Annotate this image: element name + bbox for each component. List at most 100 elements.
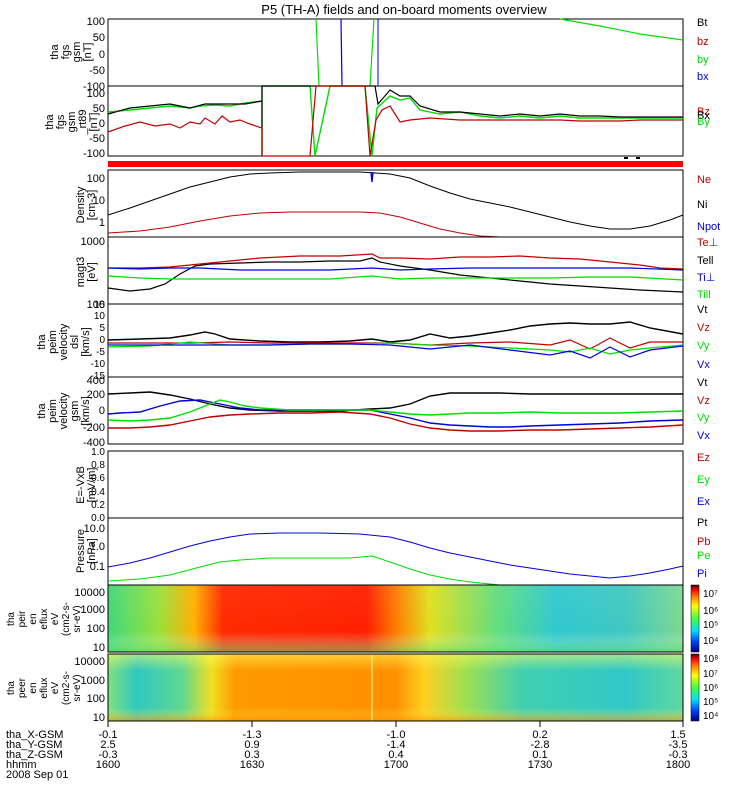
colorbar-tick: 10⁷ xyxy=(703,589,718,600)
ytick-label: 10 xyxy=(93,712,105,724)
ytick-label: 100 xyxy=(87,16,105,28)
ytick-label: 10 xyxy=(93,195,105,207)
ylabel-line: velocity xyxy=(58,323,70,360)
panel-1-frame xyxy=(107,18,684,87)
ylabel-line: eV xyxy=(50,613,61,626)
ylabel-line: peer xyxy=(17,677,28,698)
ylabel-line: eflux xyxy=(39,608,50,629)
ylabel-line: tha xyxy=(49,43,61,59)
ytick-label: 0.8 xyxy=(91,460,105,471)
legend-npot: Npot xyxy=(697,221,720,233)
flag-mark xyxy=(624,157,628,159)
colorbar-tick: 10⁶ xyxy=(703,683,718,694)
date-label: 2008 Sep 01 xyxy=(6,769,68,781)
ytick-label: 100 xyxy=(87,88,105,100)
series-till-line xyxy=(107,275,684,281)
panel-3: 100 10 1 Density [cm-3] Ne Ni Npot xyxy=(75,169,720,238)
panel-1-ylabel: tha fgs gsm [nT] xyxy=(49,42,94,63)
panel-1-yticks: 100 50 0 -50 -100 xyxy=(83,16,105,93)
ylabel-line: sr-eV) xyxy=(72,674,83,701)
panel-2-legend: Bz Bx By xyxy=(697,106,710,128)
legend-ey: Ey xyxy=(697,474,710,486)
series-by-line xyxy=(107,85,683,157)
panel-5-ylabel: tha peim velocity dsl [km/s] xyxy=(36,323,92,360)
ylabel-line: [eV] xyxy=(86,262,98,282)
series-bx-line xyxy=(107,85,683,156)
ylabel-line: [km/s] xyxy=(80,327,92,356)
ephemeris-value: 1700 xyxy=(384,759,408,771)
panel-8-legend: Pt Pb Pe Pi xyxy=(697,517,710,580)
ylabel-line: (cm2-s- xyxy=(61,602,72,636)
ytick-label: -100 xyxy=(83,148,105,160)
ylabel-line: [mV/m] xyxy=(86,468,98,503)
ylabel-line: velocity xyxy=(58,392,70,429)
series-teperp-line xyxy=(108,253,684,270)
ytick-label: 0.2 xyxy=(91,500,105,511)
ylabel-line: tha xyxy=(6,681,17,695)
ytick-label: 0 xyxy=(99,49,105,61)
ytick-label: 400 xyxy=(87,375,105,387)
series-by-line xyxy=(369,18,375,87)
panel-1-legend: Bt bz by bx xyxy=(697,17,709,83)
legend-vx: Vx xyxy=(697,430,710,442)
series-bz-line xyxy=(107,85,683,157)
ephemeris-value: -3.5 xyxy=(669,739,688,751)
ytick-label: -15 xyxy=(91,371,106,382)
series-vt-line xyxy=(107,321,684,343)
panel-10-colorbar: 10⁸ 10⁷ 10⁶ 10⁵ 10⁴ xyxy=(690,653,718,722)
ytick-label: -10 xyxy=(91,359,106,370)
legend-ni: Ni xyxy=(697,199,707,211)
panel-8: 10.0 1.0 0.1 Pressure [nPa] Pt Pb Pe Pi xyxy=(75,517,710,586)
ylabel-line: magt3 xyxy=(75,257,87,288)
panel-7: 1.0 0.8 0.6 0.4 0.2 0.0 E=-VxB [mV/m] Ez… xyxy=(75,447,710,524)
panel-3-yticks: 100 10 1 xyxy=(87,173,105,229)
panel-10-ylabel: tha peer en eflux eV (cm2-s- sr-eV) xyxy=(6,671,83,705)
series-vx-line xyxy=(107,399,684,428)
ylabel-line: _rt89 xyxy=(77,109,89,135)
ephemeris-value: 0.2 xyxy=(532,729,547,741)
panel-8-frame xyxy=(107,517,684,586)
colorbar-tick: 10⁸ xyxy=(703,654,718,665)
legend-till: Till xyxy=(697,289,711,301)
legend-vy: Vy xyxy=(697,412,710,424)
ytick-label: 0.0 xyxy=(91,513,105,524)
ephemeris-value: 1630 xyxy=(240,759,264,771)
panel-9-ylabel: tha peir en eflux eV (cm2-s- sr-eV) xyxy=(6,602,83,636)
legend-bt: Bt xyxy=(697,17,707,29)
legend-by: By xyxy=(697,116,710,128)
colorbar xyxy=(690,584,700,653)
legend-ez: Ez xyxy=(697,452,710,464)
ephemeris-value: 1800 xyxy=(666,759,690,771)
ephemeris-value: -0.3 xyxy=(669,749,688,761)
ylabel-line: tha xyxy=(6,612,17,626)
ytick-label: 0 xyxy=(99,118,105,130)
panel-8-yticks: 10.0 1.0 0.1 xyxy=(84,523,105,573)
panel-7-legend: Ez Ey Ex xyxy=(697,452,710,508)
panel-2: 100 50 0 -50 -100 tha fgs gsm _rt89 [nT]… xyxy=(44,85,710,160)
ytick-label: -50 xyxy=(89,133,105,145)
ion-spectrogram-shade xyxy=(108,585,683,652)
series-bx-line xyxy=(340,18,343,87)
panel-3-ylabel: Density [cm-3] xyxy=(75,186,98,223)
ephemeris-value: 1.5 xyxy=(670,729,685,741)
ytick-label: 5 xyxy=(99,323,105,334)
ylabel-line: peir xyxy=(17,610,28,627)
ylabel-line: [nT] xyxy=(88,113,100,132)
colorbar-tick: 10⁴ xyxy=(703,636,718,647)
ytick-label: -100 xyxy=(83,81,105,93)
flag-mark xyxy=(636,157,640,159)
ytick-label: 100 xyxy=(87,693,105,705)
panel-5-legend: Vt Vz Vy Vx xyxy=(697,304,710,371)
series-pe-line xyxy=(107,555,501,586)
ytick-label: 0 xyxy=(99,335,105,346)
legend-vz: Vz xyxy=(697,322,710,334)
ytick-label: 200 xyxy=(87,389,105,401)
panel-8-ylabel: Pressure [nPa] xyxy=(75,529,98,573)
ylabel-line: en xyxy=(28,682,39,693)
ytick-label: 1.0 xyxy=(91,447,105,458)
panel-6-legend: Vt Vz Vy Vx xyxy=(697,377,710,442)
ylabel-line: peim xyxy=(47,330,59,354)
ylabel-line: tha xyxy=(36,333,48,349)
ylabel-line: Pressure xyxy=(75,529,87,573)
ylabel-line: gsm xyxy=(69,401,81,422)
